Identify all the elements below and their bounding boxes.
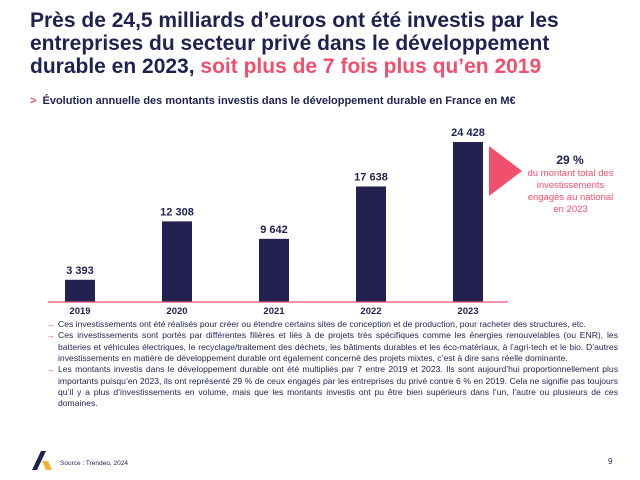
bullet-text: Ces investissements ont été réalisés pou… bbox=[58, 319, 586, 329]
bar-value-label: 3 393 bbox=[66, 265, 94, 277]
bullet-item: → Les montants investis dans le développe… bbox=[46, 364, 618, 409]
x-tick-label: 2021 bbox=[263, 306, 285, 317]
x-tick-label: 2020 bbox=[166, 306, 187, 317]
arrow-right-icon: → bbox=[46, 330, 55, 341]
x-tick-label: 2022 bbox=[360, 306, 381, 317]
bar-value-label: 9 642 bbox=[260, 224, 288, 236]
bar-2020 bbox=[162, 221, 192, 302]
source-note: Source : Trendeo, 2024 bbox=[60, 460, 128, 467]
bullet-list: → Ces investissements ont été réalisés po… bbox=[46, 319, 618, 410]
bullet-item: → Ces investissements sont portés par dif… bbox=[46, 330, 618, 364]
x-tick-label: 2019 bbox=[69, 306, 90, 317]
page-title: Près de 24,5 milliards d’euros ont été i… bbox=[30, 9, 620, 78]
title-main: Près de 24,5 milliards d’euros ont été i… bbox=[30, 9, 559, 78]
x-tick-label: 2023 bbox=[457, 306, 478, 317]
bullet-text: Les montants investis dans le développem… bbox=[58, 364, 618, 409]
callout-text: du montant total des investissements eng… bbox=[527, 168, 614, 215]
arrow-right-icon: → bbox=[46, 364, 55, 375]
bar-value-label: 17 638 bbox=[354, 171, 388, 183]
title-highlight: soit plus de 7 fois plus qu’en 2019 bbox=[200, 55, 542, 78]
subtitle-marker: > bbox=[30, 95, 37, 107]
brand-logo-icon bbox=[32, 451, 52, 470]
bar-2019 bbox=[65, 279, 95, 302]
bar-2022 bbox=[356, 186, 386, 302]
callout-arrow-icon bbox=[489, 146, 522, 196]
chart-subtitle: > Évolution annuelle des montants invest… bbox=[30, 95, 620, 107]
bar-value-label: 12 308 bbox=[160, 206, 194, 218]
callout-percent: 29 % bbox=[556, 153, 584, 167]
arrow-right-icon: → bbox=[46, 319, 55, 329]
bar-2021 bbox=[259, 238, 289, 302]
bar-value-label: 24 428 bbox=[451, 127, 485, 139]
bar-2023 bbox=[453, 142, 483, 302]
bullet-text: Ces investissements sont portés par diff… bbox=[58, 330, 618, 364]
page-number: 9 bbox=[608, 457, 613, 466]
subtitle-text: Évolution annuelle des montants investis… bbox=[42, 95, 516, 107]
bullet-item: → Ces investissements ont été réalisés po… bbox=[46, 319, 618, 330]
bar-chart: 3 393 2019 12 308 2020 9 642 2021 17 638 2022 24… bbox=[48, 127, 522, 317]
